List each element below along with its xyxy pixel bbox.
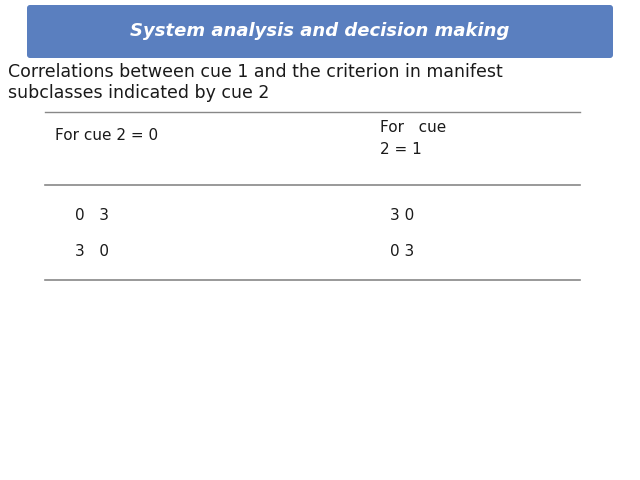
Text: 0   3: 0 3 (75, 207, 109, 223)
Text: 3 0: 3 0 (390, 207, 414, 223)
Text: 2 = 1: 2 = 1 (380, 143, 422, 157)
Text: For   cue: For cue (380, 120, 446, 135)
Text: For cue 2 = 0: For cue 2 = 0 (55, 128, 158, 143)
Text: 0 3: 0 3 (390, 244, 414, 260)
Text: Correlations between cue 1 and the criterion in manifest: Correlations between cue 1 and the crite… (8, 63, 503, 81)
Text: subclasses indicated by cue 2: subclasses indicated by cue 2 (8, 84, 269, 102)
Text: System analysis and decision making: System analysis and decision making (131, 22, 509, 40)
Text: 3   0: 3 0 (75, 244, 109, 260)
FancyBboxPatch shape (27, 5, 613, 58)
